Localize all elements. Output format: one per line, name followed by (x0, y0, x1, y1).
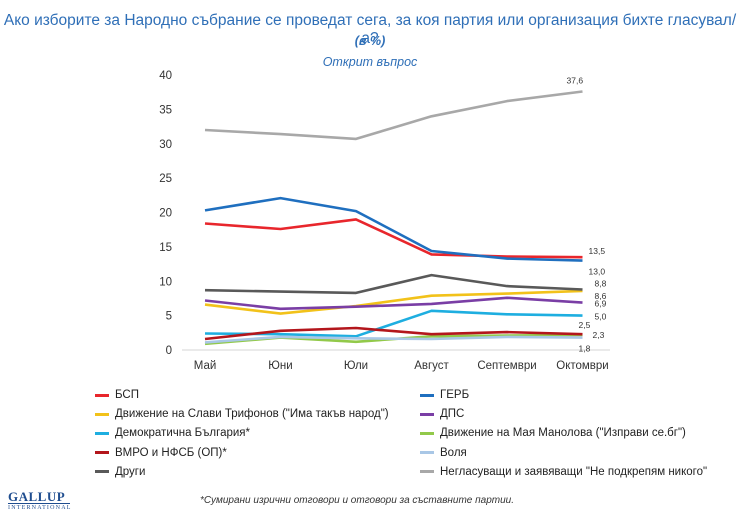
series-line (204, 273, 583, 295)
x-tick-label: Август (414, 360, 449, 372)
legend-swatch (95, 451, 109, 455)
chart-title: Ако изборите за Народно събрание се пров… (3, 12, 737, 47)
series-line (204, 326, 583, 341)
data-label: 8,8 (595, 279, 607, 289)
legend-item: ВМРО и НФСБ (ОП)* (95, 447, 227, 459)
legend-item: Демократична България* (95, 427, 250, 439)
y-tick-label: 0 (166, 345, 172, 357)
series-line (204, 90, 583, 141)
y-tick-label: 15 (159, 242, 172, 254)
x-tick-label: Май (194, 360, 217, 372)
legend-swatch (95, 431, 109, 435)
data-label: 13,5 (589, 246, 606, 256)
data-label: 8,6 (595, 291, 607, 301)
legend-swatch (95, 412, 109, 416)
legend-label: Демократична България* (115, 427, 250, 440)
legend-item: Движение на Слави Трифонов ("Има такъв н… (95, 408, 389, 420)
legend-swatch (95, 470, 109, 474)
x-tick-label: Юли (344, 360, 368, 372)
legend-label: Движение на Мая Манолова ("Изправи се.бг… (440, 427, 686, 440)
data-label: 2,3 (593, 330, 605, 340)
series-line (204, 218, 583, 259)
legend-label: ДПС (440, 408, 465, 421)
x-tick-label: Октомври (556, 360, 608, 372)
legend-item: Воля (420, 447, 467, 459)
footnote: *Сумирани изрични отговори и отговори за… (200, 495, 515, 506)
legend-label: Други (115, 465, 146, 478)
x-tick-label: Юни (268, 360, 292, 372)
data-label: 1,8 (579, 344, 591, 354)
series-line (204, 289, 583, 315)
y-tick-label: 5 (166, 311, 172, 323)
x-tick-label: Септември (477, 360, 536, 372)
legend-label: БСП (115, 389, 139, 401)
legend-item: ДПС (420, 408, 464, 420)
line-chart: 0 5 10 15 20 25 30 35 40 Май Юни Юли Август Септември… (159, 70, 610, 372)
legend-swatch (420, 393, 434, 397)
data-label: 5,0 (595, 312, 607, 322)
series-line (204, 335, 583, 344)
legend-label: Воля (440, 446, 467, 459)
legend-item: Негласуващи и заявяващи "Не подкрепям ни… (420, 466, 707, 478)
chart-subtitle-unit: (в %) (354, 34, 386, 48)
legend-item: БСП (95, 389, 139, 401)
legend-swatch (420, 431, 434, 435)
legend-swatch (420, 470, 434, 474)
legend-label: ГЕРБ (440, 389, 470, 401)
y-tick-label: 25 (159, 173, 172, 185)
y-tick-label: 10 (159, 276, 172, 288)
series-line (204, 296, 583, 311)
legend-item: ГЕРБ (420, 389, 469, 401)
legend-swatch (420, 412, 434, 416)
data-label: 2,5 (579, 320, 591, 330)
data-label: 37,6 (567, 76, 584, 86)
legend-label: ВМРО и НФСБ (ОП)* (115, 446, 227, 459)
series-line (204, 309, 583, 338)
gallup-logo: GALLUP INTERNATIONAL (8, 489, 72, 511)
legend-label: Негласуващи и заявяващи "Не подкрепям ни… (440, 465, 708, 478)
data-label: 13,0 (589, 267, 606, 277)
legend-swatch (420, 451, 434, 455)
y-tick-label: 40 (159, 70, 172, 82)
legend-item: Други (95, 466, 145, 478)
chart-subtitle-question: Открит въпрос (322, 55, 418, 69)
y-tick-label: 20 (159, 208, 172, 220)
legend-swatch (95, 393, 109, 397)
data-label: 6,9 (595, 299, 607, 309)
y-tick-label: 35 (159, 104, 172, 116)
legend-item: Движение на Мая Манолова ("Изправи се.бг… (420, 427, 686, 439)
y-tick-label: 30 (159, 139, 172, 151)
legend-label: Движение на Слави Трифонов ("Има такъв н… (115, 408, 389, 421)
series-line (204, 196, 583, 262)
